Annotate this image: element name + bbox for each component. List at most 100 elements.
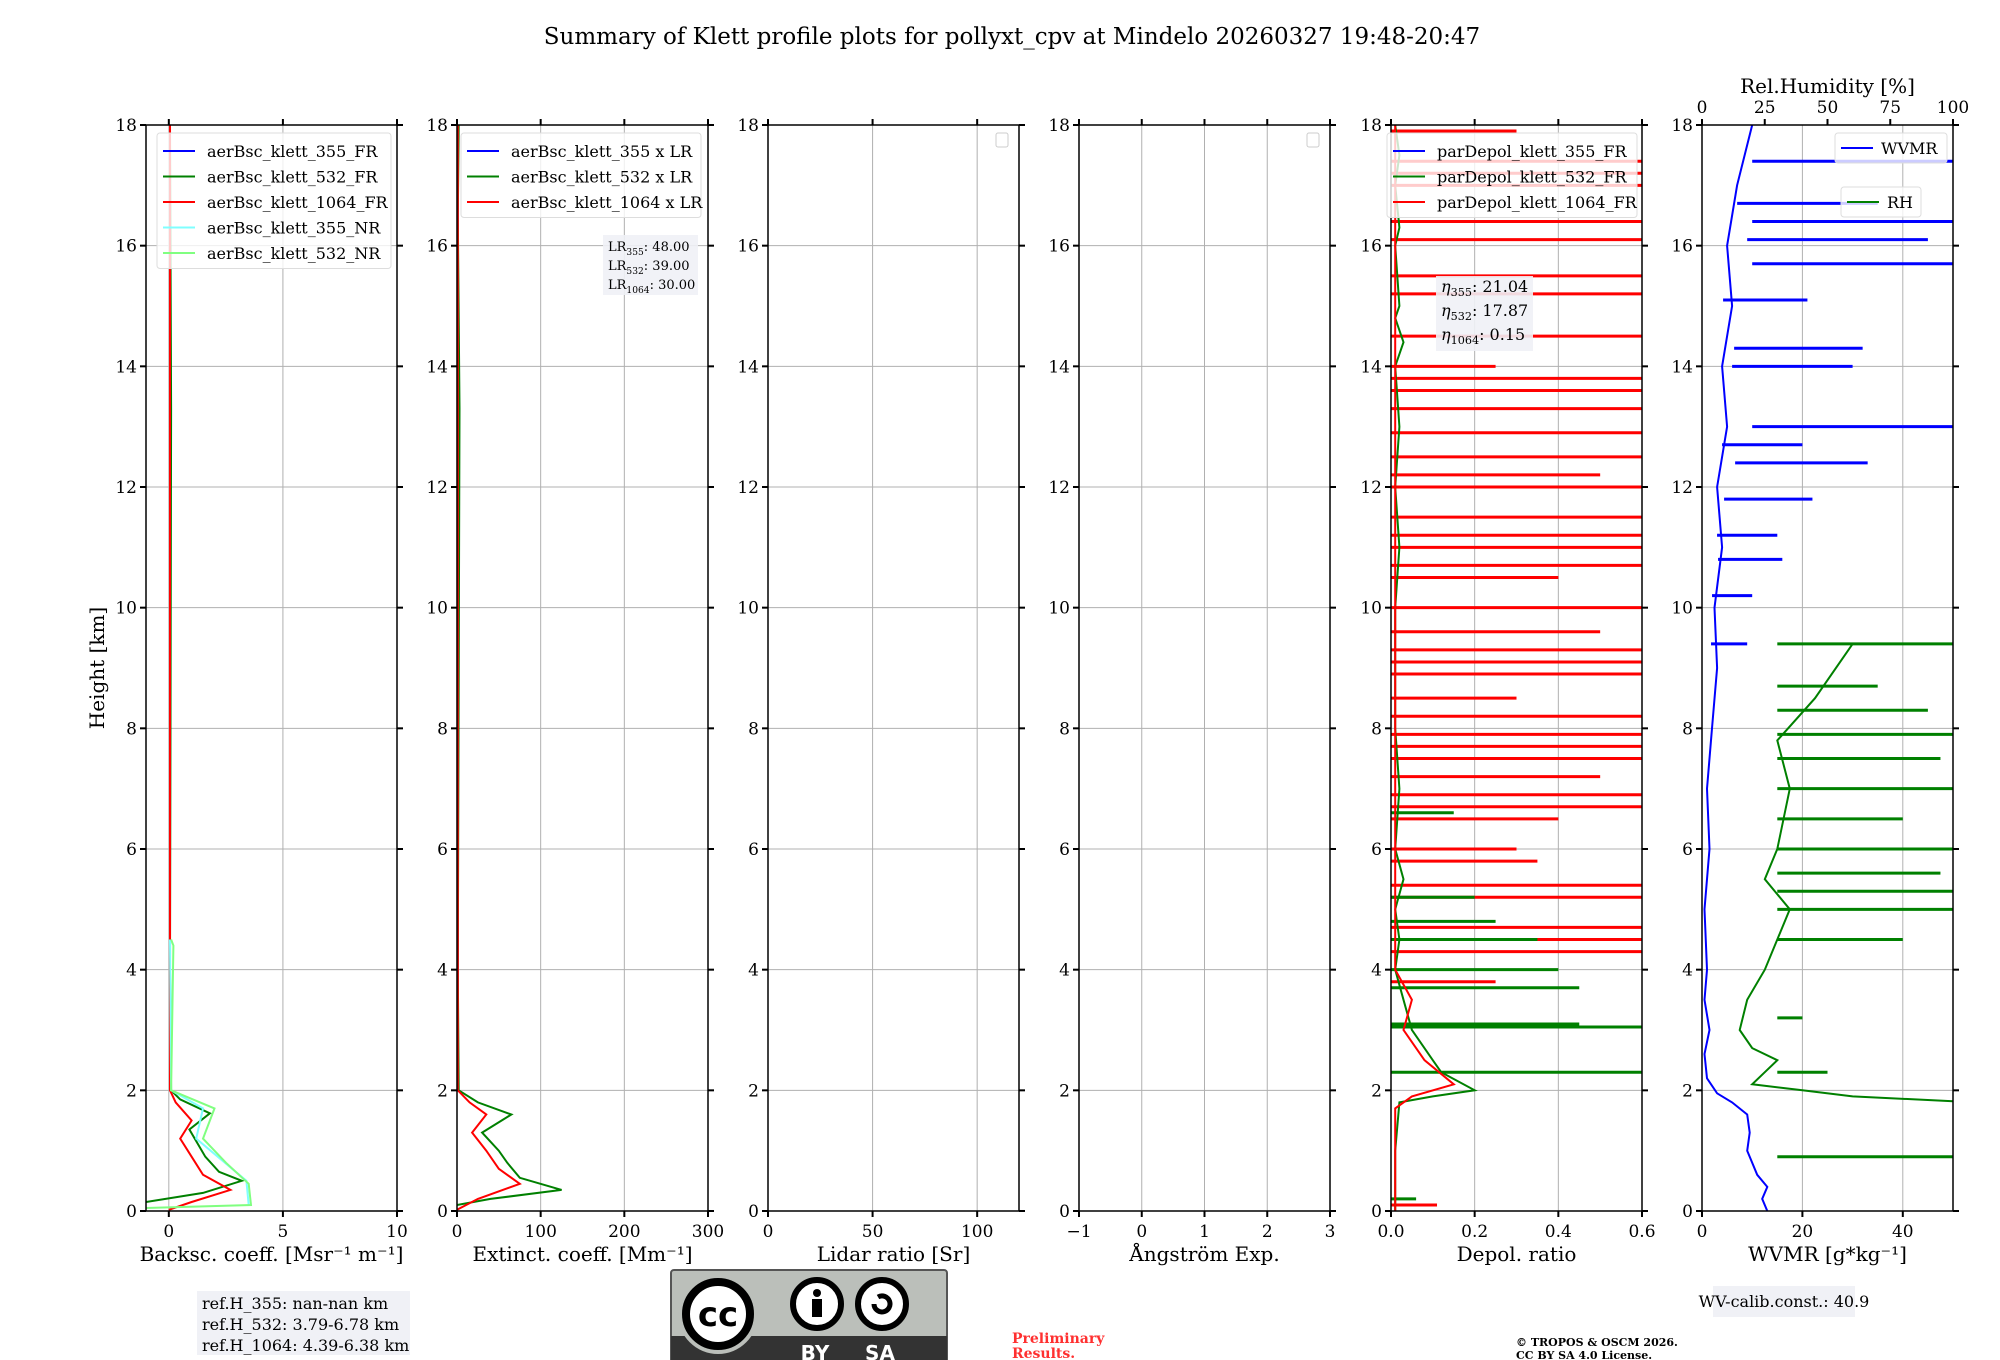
y-tick-label: 14 <box>1671 357 1693 377</box>
y-tick-label: 4 <box>437 961 448 981</box>
x-axis-label: Lidar ratio [Sr] <box>817 1242 971 1266</box>
y-tick-label: 4 <box>1682 961 1693 981</box>
x-tick-label: 50 <box>862 1222 884 1242</box>
y-tick-label: 8 <box>126 719 137 739</box>
annotation-line: η355: 21.04 <box>1441 277 1528 299</box>
y-tick-label: 6 <box>1059 840 1070 860</box>
y-tick-label: 14 <box>426 357 448 377</box>
legend-label: parDepol_klett_355_FR <box>1437 142 1628 161</box>
y-tick-label: 2 <box>1371 1081 1382 1101</box>
y-tick-label: 16 <box>426 237 448 257</box>
annotation-line: LR532: 39.00 <box>608 259 690 277</box>
preliminary-note-2: Results. <box>1012 1346 1075 1360</box>
top-x-tick-label: 75 <box>1879 98 1901 118</box>
legend-label: aerBsc_klett_355 x LR <box>511 142 693 161</box>
cc-icon <box>682 1278 754 1350</box>
x-tick-label: 0.4 <box>1545 1222 1572 1242</box>
y-tick-label: 12 <box>1671 478 1693 498</box>
x-tick-label: 0.0 <box>1377 1222 1404 1242</box>
x-tick-label: 0.6 <box>1628 1222 1655 1242</box>
series-parDepol_klett_532_FR <box>1394 125 1478 1211</box>
axes-frame <box>456 124 709 1212</box>
y-tick-label: 8 <box>1682 719 1693 739</box>
legend: aerBsc_klett_355 x LR aerBsc_klett_532 x … <box>460 132 703 218</box>
legend-label: aerBsc_klett_1064 x LR <box>511 193 703 212</box>
y-tick-label: 2 <box>1682 1081 1693 1101</box>
y-tick-label: 6 <box>1682 840 1693 860</box>
y-tick-label: 12 <box>115 478 137 498</box>
svg-text:BY: BY <box>801 1341 830 1360</box>
top-x-axis-label: Rel.Humidity [%] <box>1740 74 1915 98</box>
top-x-tick-label: 0 <box>1697 98 1708 118</box>
series-aerBsc_klett_1064 x LR <box>457 125 522 1211</box>
legend-label: aerBsc_klett_532_FR <box>207 168 378 187</box>
y-tick-label: 2 <box>126 1081 137 1101</box>
y-tick-label: 0 <box>437 1202 448 1222</box>
y-tick-label: 16 <box>1360 237 1382 257</box>
panel-depol: 0 2 4 6 8 10 12 14 16 18 0.0 0.2 0.4 0.6 Depol. ratio p… <box>1360 116 1655 1266</box>
series-aerBsc_klett_1064_FR <box>168 125 233 1211</box>
ref-height-532: ref.H_532: 3.79-6.78 km <box>202 1315 399 1334</box>
x-axis-label: WVMR [g*kg⁻¹] <box>1748 1242 1907 1266</box>
series-WVMR <box>1703 125 1769 1211</box>
top-x-tick-label: 50 <box>1817 98 1839 118</box>
y-tick-label: 4 <box>126 961 137 981</box>
y-tick-label: 12 <box>737 478 759 498</box>
series-aerBsc_klett_532_FR <box>146 125 245 1203</box>
legend-label: aerBsc_klett_532 x LR <box>511 168 693 187</box>
svg-text:SA: SA <box>865 1341 895 1360</box>
axes-frame <box>145 124 398 1212</box>
copyright-line-1: © TROPOS & OSCM 2026. <box>1516 1336 1678 1349</box>
y-tick-label: 8 <box>748 719 759 739</box>
series-parDepol_klett_1064_FR <box>1394 125 1456 1211</box>
y-tick-label: 10 <box>737 599 759 619</box>
y-tick-label: 12 <box>426 478 448 498</box>
y-tick-label: 6 <box>126 840 137 860</box>
series-aerBsc_klett_532 x LR <box>457 125 562 1206</box>
y-tick-label: 10 <box>115 599 137 619</box>
top-x-tick-label: 100 <box>1937 98 1969 118</box>
legend: parDepol_klett_355_FR parDepol_klett_532_… <box>1386 132 1638 218</box>
y-tick-label: 8 <box>1371 719 1382 739</box>
legend-label: parDepol_klett_1064_FR <box>1437 193 1638 212</box>
legend-label: aerBsc_klett_355_FR <box>207 142 378 161</box>
copyright-line-2: CC BY SA 4.0 License. <box>1516 1349 1652 1360</box>
x-tick-label: 1 <box>1199 1222 1210 1242</box>
y-tick-label: 14 <box>115 357 137 377</box>
empty-legend <box>1306 132 1320 148</box>
legend-RH: RH <box>1840 186 1922 218</box>
x-tick-label: 40 <box>1892 1222 1914 1242</box>
y-tick-label: 16 <box>737 237 759 257</box>
x-axis-label: Extinct. coeff. [Mm⁻¹] <box>472 1242 692 1266</box>
svg-text:RH: RH <box>1887 193 1913 212</box>
y-tick-label: 4 <box>1059 961 1070 981</box>
y-tick-label: 6 <box>748 840 759 860</box>
legend-label: aerBsc_klett_532_NR <box>207 244 381 263</box>
axes-frame <box>1701 124 1954 1212</box>
legend-WVMR: WVMR <box>1834 132 1948 164</box>
annotation-line: LR1064: 30.00 <box>608 278 695 296</box>
annotation-line: η532: 17.87 <box>1441 301 1528 323</box>
y-tick-label: 6 <box>1371 840 1382 860</box>
x-axis-label: Ångström Exp. <box>1128 1241 1279 1266</box>
y-tick-label: 0 <box>1371 1202 1382 1222</box>
x-tick-label: 5 <box>277 1222 288 1242</box>
y-tick-label: 18 <box>1671 116 1693 136</box>
y-tick-label: 14 <box>1048 357 1070 377</box>
y-tick-label: 4 <box>1371 961 1382 981</box>
series-RH <box>1738 643 1953 1103</box>
y-tick-label: 10 <box>1048 599 1070 619</box>
y-tick-label: 12 <box>1360 478 1382 498</box>
y-tick-label: 16 <box>1671 237 1693 257</box>
svg-text:cc: cc <box>698 1295 738 1335</box>
y-tick-label: 14 <box>737 357 759 377</box>
y-tick-label: 18 <box>1360 116 1382 136</box>
axes-frame <box>767 124 1020 1212</box>
